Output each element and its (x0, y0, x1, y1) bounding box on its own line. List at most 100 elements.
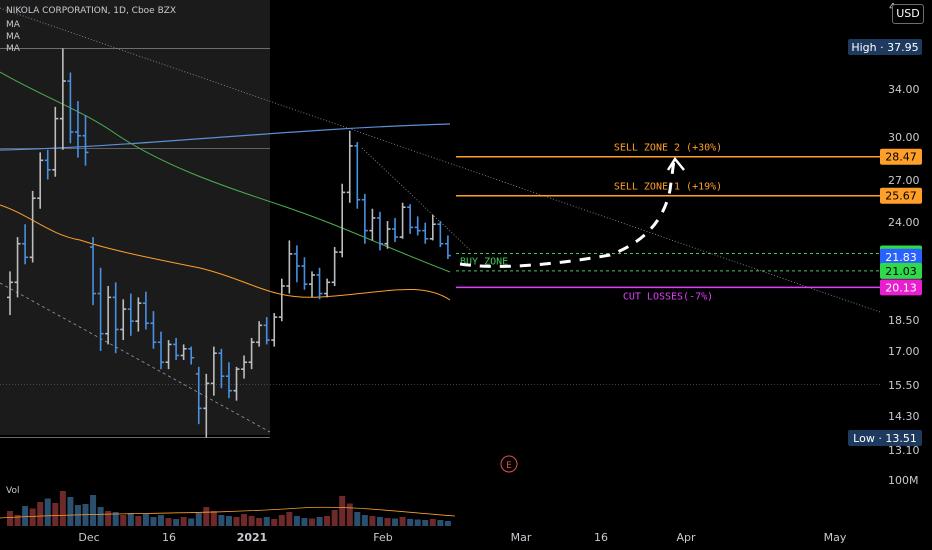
ohlc-bar (14, 237, 21, 298)
price-tag-bg (880, 279, 922, 296)
ohlc-bar (112, 282, 119, 354)
ohlc-bar (180, 344, 187, 360)
volume-bar (407, 519, 414, 526)
ohlc-bar (90, 237, 97, 306)
shaded-region (0, 0, 270, 435)
zone-label-1: SELL ZONE 1 (+19%) (614, 182, 722, 193)
ohlc-bar (316, 267, 323, 300)
volume-bar (399, 517, 406, 526)
volume-bar (437, 520, 444, 526)
ohlc-bar (324, 278, 331, 298)
volume-bar (105, 511, 112, 526)
projection-path (459, 156, 685, 268)
time-axis[interactable]: Dec 16 2021 Feb Mar 16 Apr May (78, 531, 847, 544)
volume-bar (188, 518, 195, 526)
ohlc-bar (97, 267, 104, 351)
ohlc-bar (354, 142, 361, 209)
volume-bar (173, 519, 180, 526)
volume-bar (422, 520, 429, 526)
volume-bar (271, 519, 278, 526)
ohlc-bar (37, 152, 44, 209)
ohlc-bar (210, 346, 217, 396)
volume-bar (44, 498, 51, 526)
price-tag-low: Low · 13.51 (853, 432, 917, 445)
trend-lines (0, 7, 881, 433)
ohlc-bar (225, 362, 232, 399)
ohlc-bar (233, 366, 240, 401)
volume-bar (29, 508, 36, 526)
ohlc-bar (256, 321, 263, 347)
volume-bar (210, 511, 217, 526)
ohlc-bar (74, 101, 81, 158)
earnings-marker-ring (500, 455, 518, 473)
ohlc-bars (7, 48, 451, 438)
volume-bar (346, 503, 353, 526)
y-tick-label: 30.00 (888, 131, 920, 144)
ohlc-bar (165, 340, 172, 370)
price-tag-bg (880, 148, 922, 165)
volume-bar (165, 518, 172, 526)
ohlc-bar (248, 337, 255, 370)
ohlc-bar (22, 224, 29, 265)
ma-fast-line (0, 204, 451, 301)
ohlc-bar (437, 221, 444, 248)
ohlc-bar (241, 355, 248, 379)
ohlc-bar (218, 348, 225, 389)
ohlc-bar (195, 366, 202, 425)
ohlc-bar (263, 317, 270, 345)
misc-markers: Vol E (6, 455, 518, 496)
ohlc-bar (82, 115, 89, 166)
volume-bars (0, 491, 456, 526)
ohlc-bar (392, 217, 399, 243)
ma-slow-line (0, 123, 451, 151)
ohlc-bar (399, 202, 406, 239)
volume-axis-label: 100M (888, 474, 919, 487)
x-tick-label: 2021 (237, 531, 268, 544)
ohlc-bar (29, 190, 36, 263)
volume-bar (278, 515, 285, 526)
ohlc-bar (188, 346, 195, 365)
ohlc-bar (293, 245, 300, 283)
ohlc-bar (339, 183, 346, 258)
upper-trendline (0, 7, 881, 313)
ohlc-bar (361, 193, 368, 244)
y-tick-label: 17.00 (888, 345, 920, 358)
volume-bar (112, 512, 119, 526)
ohlc-bar (150, 311, 157, 349)
ohlc-bar (309, 271, 315, 298)
volume-bar (225, 516, 232, 526)
volume-bar (180, 517, 187, 526)
x-tick-label: Feb (373, 531, 392, 544)
currency-button[interactable]: USD (892, 4, 924, 24)
price-tag-bg (880, 262, 922, 279)
volume-bar (376, 517, 383, 526)
y-tick-label: 34.00 (888, 83, 920, 96)
price-tag-bg (848, 39, 922, 55)
x-tick-label: 16 (594, 531, 608, 544)
x-tick-label: Apr (676, 531, 696, 544)
price-tag-buy: 21.03 (885, 265, 917, 278)
price-axis[interactable]: 34.0030.0027.0024.0021.0018.5017.0015.50… (888, 83, 920, 487)
volume-bar (14, 515, 21, 526)
volume-bar (158, 515, 164, 526)
ohlc-bar (422, 222, 429, 244)
volume-bar (324, 516, 331, 526)
price-tag-bg (880, 248, 922, 265)
ohlc-bar (286, 240, 293, 294)
ma-legend-2: MA (6, 32, 20, 42)
ohlc-bar (384, 221, 391, 249)
price-tag-sell: 28.47 (885, 151, 917, 164)
ma-legend-1: MA (6, 20, 20, 30)
ohlc-bar (203, 373, 210, 438)
volume-bar (444, 521, 451, 526)
volume-bar (301, 518, 308, 526)
volume-bar (67, 497, 74, 526)
volume-bar (392, 518, 399, 526)
volume-bar (286, 512, 293, 526)
x-tick-label: 16 (162, 531, 176, 544)
x-tick-label: Dec (78, 531, 99, 544)
ohlc-bar (429, 214, 436, 241)
volume-bar (127, 513, 134, 526)
projection-arrowhead (666, 156, 685, 171)
